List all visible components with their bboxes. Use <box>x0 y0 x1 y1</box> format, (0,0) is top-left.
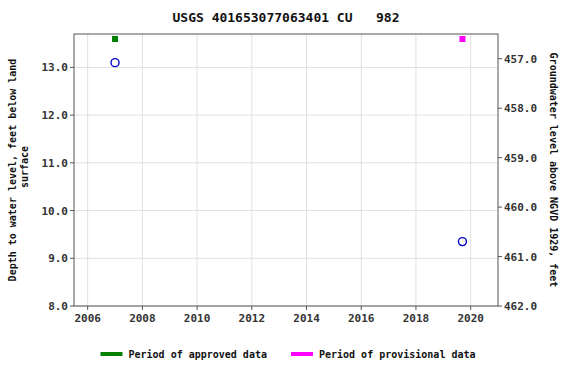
y-grid-line <box>74 210 498 211</box>
y-grid-line <box>74 258 498 259</box>
x-tick-label: 2006 <box>74 312 101 325</box>
x-grid-line <box>415 34 416 306</box>
y2-tick <box>498 58 502 59</box>
legend-swatch <box>291 352 313 356</box>
x-tick <box>361 306 362 310</box>
y-tick <box>70 115 74 116</box>
y2-tick <box>498 306 502 307</box>
y2-tick <box>498 207 502 208</box>
y-grid-line <box>74 162 498 163</box>
plot-frame <box>74 34 498 306</box>
legend-label: Period of provisional data <box>319 349 476 360</box>
y-grid-line <box>74 115 498 116</box>
y-tick-label: 12.0 <box>42 109 69 122</box>
y2-tick-label: 461.0 <box>504 251 537 264</box>
legend-label: Period of approved data <box>128 349 266 360</box>
legend-swatch <box>100 352 122 356</box>
y2-axis-label: Groundwater level above NGVD 1929, feet <box>548 53 559 288</box>
y2-tick-label: 458.0 <box>504 102 537 115</box>
y-tick-label: 10.0 <box>42 205 69 218</box>
x-tick <box>87 306 88 310</box>
y-tick <box>70 162 74 163</box>
y2-tick <box>498 157 502 158</box>
x-tick-label: 2012 <box>239 312 266 325</box>
plot-area <box>111 59 466 246</box>
y-tick <box>70 210 74 211</box>
data-point <box>111 59 119 67</box>
y2-tick-label: 462.0 <box>504 300 537 313</box>
status-square <box>459 36 465 42</box>
y-tick-label: 8.0 <box>48 300 68 313</box>
y-tick-label: 9.0 <box>48 252 68 265</box>
x-tick <box>197 306 198 310</box>
y-axis-label-line: surface <box>19 146 30 194</box>
x-tick <box>142 306 143 310</box>
y-tick <box>70 306 74 307</box>
x-tick <box>470 306 471 310</box>
x-tick-label: 2010 <box>184 312 211 325</box>
status-square <box>112 36 118 42</box>
y2-tick-label: 457.0 <box>504 53 537 66</box>
y2-tick <box>498 108 502 109</box>
y2-tick-label: 460.0 <box>504 201 537 214</box>
x-grid-line <box>251 34 252 306</box>
x-tick <box>415 306 416 310</box>
x-tick <box>306 306 307 310</box>
y-tick-label: 13.0 <box>42 61 69 74</box>
x-tick-label: 2014 <box>293 312 320 325</box>
y-tick <box>70 67 74 68</box>
axes: 2006 2008 2010 2012 2014 2016 2018 2020 8.0 9.0 10… <box>42 53 538 325</box>
legend: Period of approved data Period of provisi… <box>100 349 475 360</box>
x-grid-line <box>470 34 471 306</box>
x-tick-label: 2020 <box>457 312 484 325</box>
x-grid-line <box>87 34 88 306</box>
y-tick-label: 11.0 <box>42 157 69 170</box>
legend-item: Period of approved data <box>100 349 266 360</box>
x-grid-line <box>361 34 362 306</box>
y-grid-line <box>74 67 498 68</box>
legend-item: Period of provisional data <box>291 349 476 360</box>
grid <box>74 34 498 306</box>
x-grid-line <box>306 34 307 306</box>
title: USGS 401653077063401 CU 982 <box>173 10 400 25</box>
x-tick-label: 2016 <box>348 312 375 325</box>
status-markers <box>112 36 465 42</box>
y-tick <box>70 258 74 259</box>
chart: 2006 2008 2010 2012 2014 2016 2018 2020 8.0 9.0 10… <box>0 0 576 384</box>
x-grid-line <box>142 34 143 306</box>
data-point <box>458 238 466 246</box>
x-tick-label: 2008 <box>129 312 156 325</box>
y-axis-label-line: Depth to water level, feet below land <box>7 59 18 282</box>
y2-tick-label: 459.0 <box>504 152 537 165</box>
y-axis-label: Depth to water level, feet below land su… <box>7 59 30 282</box>
y2-tick <box>498 256 502 257</box>
x-tick-label: 2018 <box>403 312 430 325</box>
x-tick <box>251 306 252 310</box>
x-grid-line <box>197 34 198 306</box>
